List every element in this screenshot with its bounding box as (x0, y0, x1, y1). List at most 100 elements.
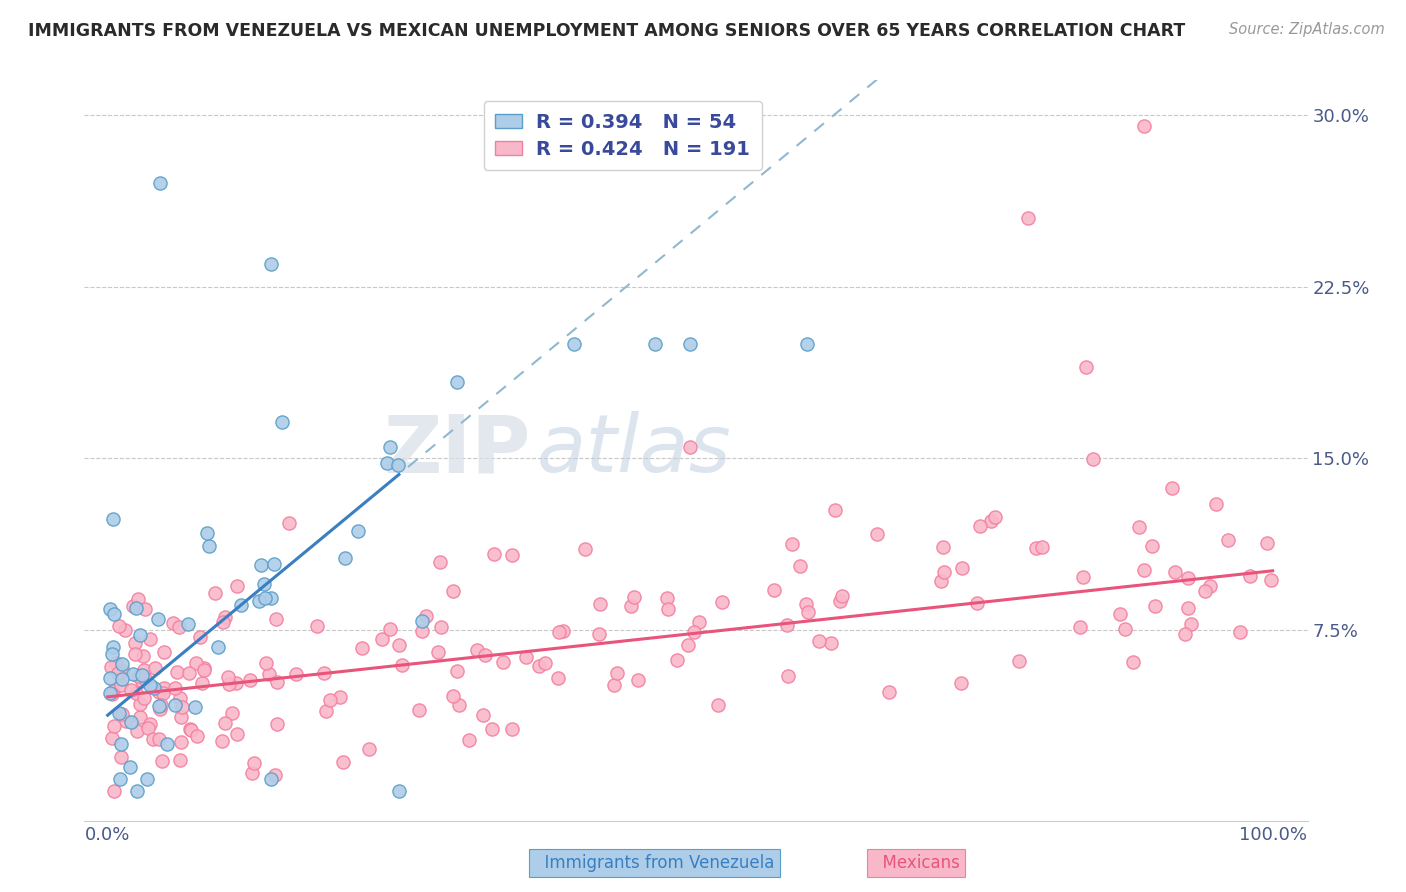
Point (252, 577, 274, 591)
Point (156, 737, 179, 751)
Point (866, 526, 889, 541)
Point (776, 618, 799, 632)
Point (620, 599, 643, 613)
Point (264, 768, 287, 782)
Point (966, 596, 988, 610)
Point (271, 415, 294, 429)
Point (231, 598, 253, 612)
Point (134, 602, 156, 616)
Point (139, 716, 162, 731)
Point (426, 645, 449, 659)
Point (122, 599, 145, 613)
Point (136, 721, 159, 735)
Point (446, 375, 468, 389)
Point (111, 665, 134, 679)
Point (682, 624, 704, 639)
Point (1017, 211, 1039, 225)
Point (553, 624, 575, 638)
Point (465, 643, 488, 657)
Point (347, 524, 370, 539)
Point (711, 595, 734, 609)
Point (828, 594, 851, 608)
Point (98, 671, 121, 685)
Point (1180, 616, 1202, 631)
Point (441, 689, 464, 703)
Point (132, 690, 155, 705)
Point (239, 673, 262, 687)
Point (529, 658, 551, 673)
Point (214, 610, 236, 624)
Point (191, 676, 214, 690)
Point (1194, 583, 1216, 598)
Point (796, 337, 818, 351)
Point (408, 703, 430, 717)
Point (170, 710, 193, 724)
Point (623, 591, 645, 605)
Point (352, 640, 374, 655)
Point (655, 591, 678, 606)
Point (776, 669, 799, 683)
Point (150, 755, 173, 769)
Point (260, 591, 283, 605)
Point (474, 648, 496, 662)
Text: Immigrants from Venezuela: Immigrants from Venezuela (534, 855, 775, 872)
Point (197, 539, 219, 553)
Point (1081, 451, 1104, 466)
Point (688, 615, 710, 629)
Point (1161, 481, 1184, 495)
Point (221, 706, 243, 720)
Point (533, 656, 555, 670)
Point (105, 657, 128, 671)
Point (1205, 497, 1227, 511)
Point (143, 660, 166, 674)
Point (1031, 541, 1053, 555)
Point (1140, 539, 1163, 553)
Point (1260, 574, 1282, 588)
Point (547, 624, 569, 639)
Point (142, 681, 165, 696)
Point (134, 663, 156, 677)
Point (606, 665, 628, 680)
Point (101, 512, 124, 526)
Point (253, 591, 276, 605)
Point (193, 663, 215, 677)
Point (107, 665, 129, 680)
Point (472, 708, 495, 723)
Point (184, 657, 207, 671)
Point (1174, 627, 1197, 641)
Point (122, 667, 145, 681)
Point (98, 602, 121, 616)
Point (706, 698, 728, 712)
Point (101, 647, 124, 661)
Point (307, 619, 329, 633)
Point (831, 590, 853, 604)
Point (1114, 623, 1136, 637)
Point (266, 717, 288, 731)
Point (562, 337, 585, 351)
Point (411, 624, 433, 639)
Point (108, 772, 131, 787)
Point (165, 681, 187, 695)
Point (101, 640, 124, 654)
Point (177, 666, 200, 681)
Point (129, 709, 152, 723)
Text: ZIP: ZIP (384, 411, 531, 490)
Point (110, 750, 132, 764)
Point (679, 440, 702, 454)
Point (111, 706, 134, 721)
Point (1177, 571, 1199, 585)
Point (184, 699, 207, 714)
Point (226, 579, 249, 593)
Point (780, 536, 803, 550)
Point (125, 600, 148, 615)
Point (824, 503, 846, 517)
Point (481, 723, 503, 737)
Point (129, 628, 152, 642)
Point (179, 722, 201, 736)
Point (218, 677, 240, 691)
Point (101, 687, 124, 701)
Point (1071, 570, 1094, 584)
Point (329, 690, 352, 705)
Point (333, 551, 356, 566)
Point (932, 566, 955, 580)
